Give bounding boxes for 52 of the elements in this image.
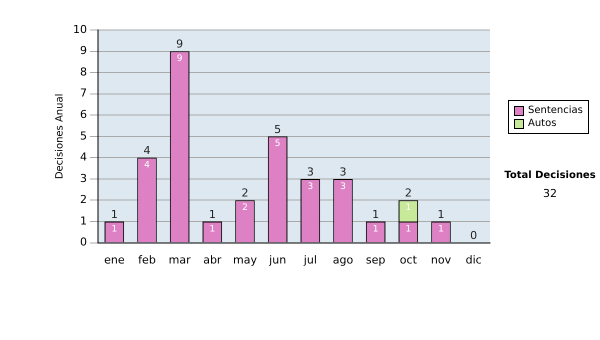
x-tick-label: ago [332, 253, 354, 266]
y-tick-label: 1 [80, 214, 87, 228]
y-tick-label: 9 [80, 44, 87, 58]
text: Total Decisiones [503, 170, 597, 181]
y-tick-label: 10 [72, 22, 87, 36]
y-tick-label: 6 [80, 108, 87, 121]
x-tick-label: dic [466, 253, 482, 266]
y-tick-label: 3 [80, 172, 87, 185]
y-tick-label: 7 [80, 86, 87, 100]
total-label: 3 [340, 165, 346, 178]
x-tick-label: mar [168, 253, 192, 266]
total-label: 3 [306, 165, 314, 178]
y-tick-label: 8 [80, 65, 87, 78]
total-label: 1 [110, 208, 118, 221]
total-label: 1 [438, 208, 444, 221]
legend-label: Sentencias [528, 104, 583, 117]
data-label: 1 [372, 224, 379, 234]
total-label: 9 [176, 38, 184, 51]
y-tick-label: 0 [80, 236, 87, 249]
x-tick-label: jul [302, 253, 317, 266]
legend-label: Autos [528, 117, 556, 130]
y-tick-label: 4 [80, 150, 87, 164]
y-axis-title: Decisiones Anual [54, 94, 66, 180]
x-tick-label: ene [104, 253, 125, 266]
total-label: 1 [208, 208, 216, 221]
data-label: 9 [176, 54, 183, 64]
total-label: 0 [470, 229, 478, 242]
x-tick-label: may [233, 253, 258, 266]
total-label: 5 [274, 122, 282, 136]
x-tick-label: abr [203, 253, 222, 266]
x-tick-label: jun [268, 253, 286, 266]
data-label: 1 [209, 224, 216, 234]
data-label: 1 [405, 224, 412, 234]
x-tick-label: nov [430, 253, 452, 266]
data-label: 1 [111, 224, 118, 234]
data-label: 3 [340, 182, 346, 192]
y-tick-label: 2 [80, 193, 87, 206]
x-tick-label: feb [138, 253, 156, 266]
total-label: 2 [242, 186, 248, 200]
total-label: 4 [143, 144, 150, 158]
data-label: 1 [438, 224, 444, 234]
x-tick-label: sep [366, 253, 386, 266]
data-label: 2 [242, 203, 248, 214]
data-label: 1 [405, 203, 412, 214]
data-label: 4 [144, 160, 150, 171]
y-tick-label: 5 [80, 129, 87, 142]
total-label: 1 [372, 208, 380, 221]
text: 32 [542, 187, 558, 200]
x-tick-label: oct [400, 253, 418, 266]
total-label: 2 [404, 186, 412, 200]
data-label: 3 [307, 182, 314, 192]
data-label: 5 [274, 139, 281, 150]
